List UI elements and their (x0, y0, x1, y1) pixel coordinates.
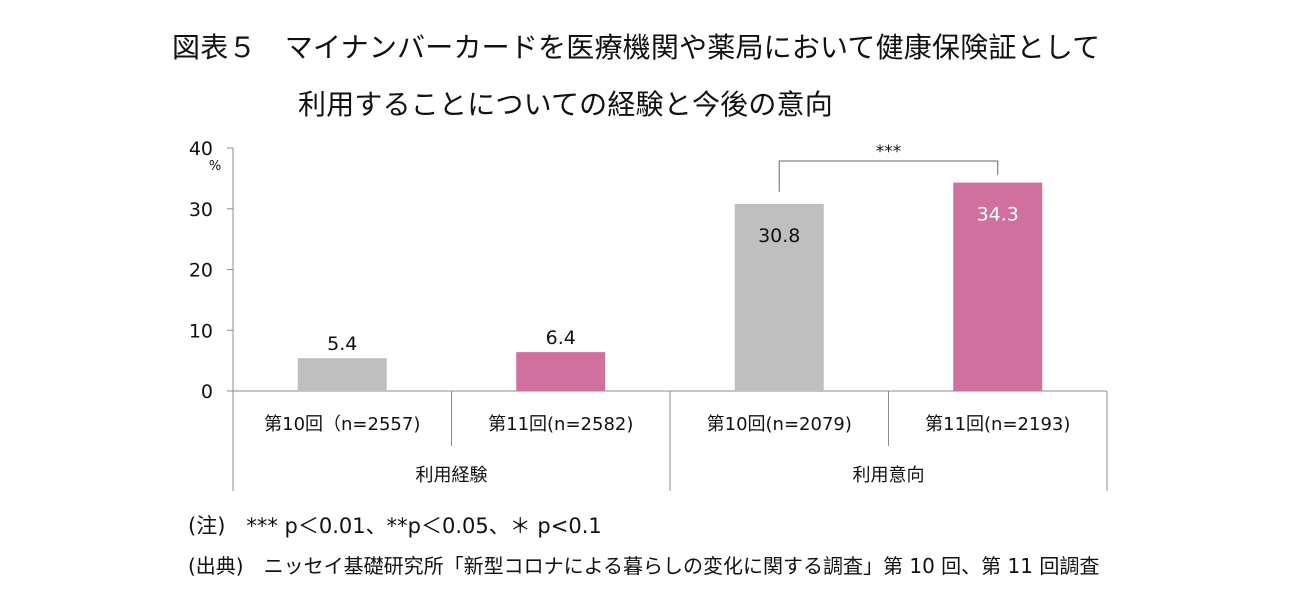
data-label: 30.8 (758, 225, 800, 247)
y-tick-label: 0 (201, 381, 213, 403)
category-label: 第11回(n=2193) (925, 414, 1070, 435)
y-tick-label: 10 (189, 320, 213, 342)
group-label: 利用意向 (853, 465, 925, 486)
category-label: 第11回(n=2582) (488, 414, 633, 435)
bar (297, 358, 387, 391)
data-label: 5.4 (327, 333, 357, 355)
y-tick-label: 30 (189, 199, 213, 221)
category-label: 第10回(n=2079) (707, 414, 852, 435)
significance-label: *** (876, 142, 902, 162)
y-tick-label: 20 (189, 260, 213, 282)
y-tick-label: 40 (189, 138, 213, 160)
category-label: 第10回（n=2557) (264, 414, 420, 435)
chart-title-line-1: 図表５ マイナンバーカードを医療機関や薬局において健康保険証として (172, 31, 1101, 64)
significance-note: (注) *** p＜0.01、**p＜0.05、＊ p<0.1 (188, 514, 602, 538)
data-label: 6.4 (546, 327, 576, 349)
chart-title-line-2: 利用することについての経験と今後の意向 (298, 88, 833, 121)
bar (734, 203, 824, 391)
data-label: 34.3 (977, 204, 1019, 226)
significance-bracket (778, 160, 999, 192)
bar (516, 352, 606, 391)
source-note: (出典) ニッセイ基礎研究所「新型コロナによる暮らしの変化に関する調査」第 10… (188, 554, 1100, 578)
y-axis-unit: % (209, 159, 221, 174)
bar (953, 182, 1043, 391)
group-label: 利用経験 (416, 465, 488, 486)
